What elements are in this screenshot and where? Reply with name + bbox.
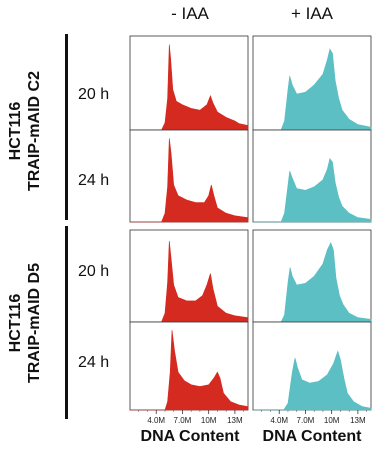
x-tick-label-minus-3: 13M [227,416,243,425]
timepoint-label-c2-24h: 24 h [78,172,110,189]
x-tick-label-plus-1: 7.0M [297,416,315,425]
timepoint-label-c2-20h: 20 h [78,86,110,103]
group-bar-c2 [65,34,68,220]
x-tick-label-minus-1: 7.0M [174,416,192,425]
x-tick-label-plus-3: 13M [350,416,366,425]
histogram-D5-24h-minus-iaa [130,330,249,411]
histogram-D5-20h-plus-iaa [253,242,372,323]
x-tick-label-plus-0: 4.0M [270,416,288,425]
column-header-minus-iaa: - IAA [171,4,209,23]
x-axis-label-plus-iaa: DNA Content [262,428,362,445]
x-tick-label-minus-0: 4.0M [147,416,165,425]
timepoint-label-d5-20h: 20 h [78,263,110,280]
histogram-C2-24h-minus-iaa [130,138,249,223]
timepoint-label-d5-24h: 24 h [78,354,110,371]
x-tick-label-minus-2: 10M [201,416,217,425]
x-tick-label-plus-2: 10M [324,416,340,425]
histogram-C2-20h-plus-iaa [253,48,372,131]
histogram-C2-20h-minus-iaa [130,44,249,131]
x-axis-label-minus-iaa: DNA Content [140,428,240,445]
histogram-D5-20h-minus-iaa [130,240,249,323]
histogram-C2-24h-plus-iaa [253,157,372,223]
histogram-D5-24h-plus-iaa [253,350,372,411]
group-bar-d5 [65,226,68,419]
column-header-plus-iaa: + IAA [290,4,334,23]
